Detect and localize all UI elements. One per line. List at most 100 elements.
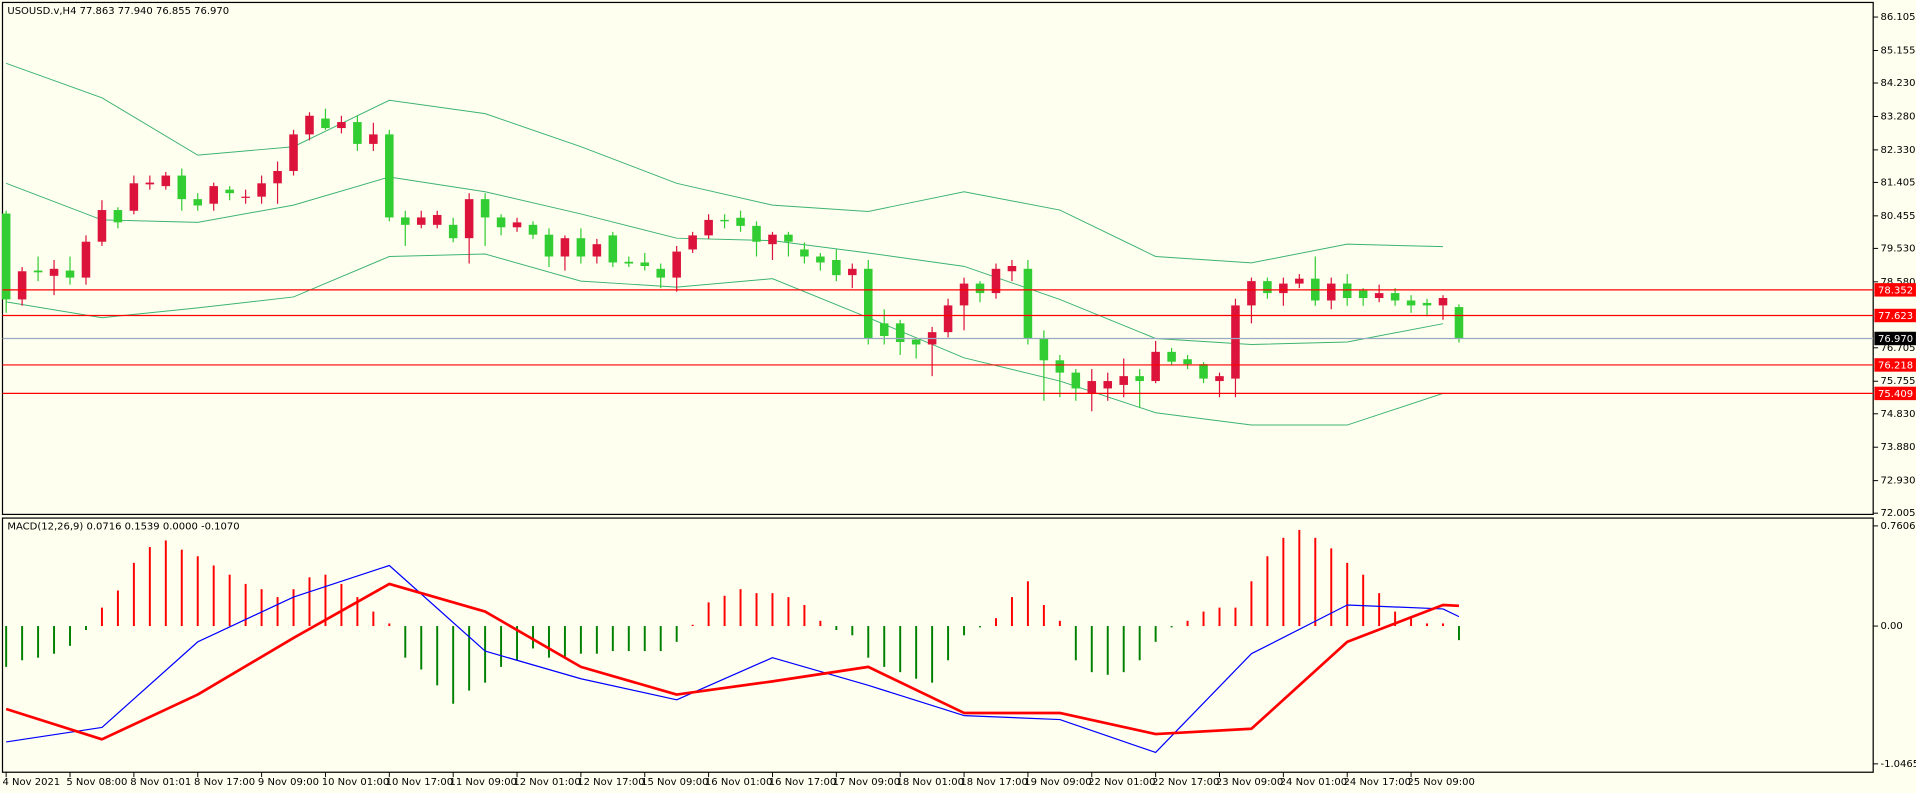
macd-histogram-bar bbox=[1090, 626, 1093, 673]
macd-histogram-bar bbox=[1266, 556, 1269, 627]
macd-histogram-bar bbox=[723, 595, 726, 627]
candle-body bbox=[1295, 278, 1304, 284]
y-tick-label: 72.930 bbox=[1881, 476, 1916, 487]
candle-body bbox=[656, 268, 665, 278]
candle-body bbox=[129, 183, 139, 211]
macd-histogram-bar bbox=[899, 626, 902, 673]
macd-histogram-bar bbox=[5, 626, 8, 667]
candle-body bbox=[337, 122, 346, 129]
candle-body bbox=[608, 235, 618, 263]
y-tick-label: 81.405 bbox=[1881, 177, 1916, 188]
macd-histogram-bar bbox=[867, 626, 870, 658]
macd-histogram-bar bbox=[755, 593, 758, 627]
macd-histogram-bar bbox=[1378, 593, 1381, 627]
candle-body bbox=[512, 222, 522, 228]
macd-histogram-bar bbox=[643, 626, 646, 652]
x-tick-label: 24 Nov 17:00 bbox=[1344, 777, 1411, 788]
candle-body bbox=[1279, 283, 1288, 294]
x-tick-label: 25 Nov 09:00 bbox=[1407, 777, 1474, 788]
y-tick-label: 82.330 bbox=[1881, 145, 1916, 156]
candle-body bbox=[1039, 338, 1049, 361]
x-tick-label: 11 Nov 09:00 bbox=[450, 777, 517, 788]
x-tick-label: 4 Nov 2021 bbox=[2, 777, 60, 788]
macd-histogram-bar bbox=[563, 626, 566, 658]
x-tick-label: 16 Nov 01:00 bbox=[705, 777, 772, 788]
macd-histogram-bar bbox=[1170, 626, 1173, 628]
macd-histogram-bar bbox=[1282, 537, 1285, 627]
candle-body bbox=[736, 217, 745, 226]
macd-histogram-bar bbox=[947, 626, 950, 661]
candle-body bbox=[305, 115, 314, 135]
x-tick-label: 17 Nov 09:00 bbox=[833, 777, 900, 788]
candle-body bbox=[1390, 293, 1400, 301]
candle-body bbox=[1135, 376, 1144, 382]
macd-histogram-bar bbox=[1026, 581, 1029, 627]
macd-histogram-bar bbox=[1314, 537, 1317, 627]
candle-body bbox=[321, 118, 330, 129]
macd-histogram-bar bbox=[1426, 623, 1429, 627]
macd-histogram-bar bbox=[963, 626, 966, 636]
macd-histogram-bar bbox=[1457, 626, 1460, 641]
macd-histogram-bar bbox=[1154, 626, 1157, 642]
candle-body bbox=[225, 189, 234, 194]
y-tick-label: 0.00 bbox=[1881, 621, 1903, 632]
macd-histogram-bar bbox=[356, 597, 359, 627]
macd-histogram-bar bbox=[1074, 626, 1077, 661]
x-tick-label: 8 Nov 17:00 bbox=[194, 777, 255, 788]
macd-histogram-bar bbox=[436, 626, 439, 686]
macd-histogram-bar bbox=[516, 626, 519, 661]
macd-histogram-bar bbox=[148, 547, 151, 627]
macd-histogram-bar bbox=[85, 626, 87, 631]
pane-frame bbox=[1, 517, 1874, 773]
candle-body bbox=[17, 271, 27, 300]
x-tick-label: 23 Nov 09:00 bbox=[1216, 777, 1283, 788]
candle-body bbox=[816, 256, 825, 263]
candle-body bbox=[752, 225, 761, 242]
macd-histogram-bar bbox=[819, 620, 822, 627]
y-tick-label: 74.830 bbox=[1881, 409, 1916, 420]
x-tick-label: 18 Nov 01:00 bbox=[897, 777, 964, 788]
candle-body bbox=[1199, 364, 1208, 379]
macd-histogram-bar bbox=[1186, 620, 1189, 627]
candle-body bbox=[1406, 300, 1416, 306]
y-tick-label: 80.455 bbox=[1881, 211, 1916, 222]
candle-body bbox=[448, 224, 458, 239]
candle-body bbox=[1358, 290, 1368, 299]
y-tick-label: 75.755 bbox=[1881, 376, 1916, 387]
candle-body bbox=[1422, 302, 1432, 306]
macd-histogram-bar bbox=[931, 626, 934, 683]
candle-body bbox=[943, 305, 953, 333]
candle-body bbox=[1231, 305, 1240, 379]
candle-body bbox=[1183, 359, 1192, 365]
macd-histogram-bar bbox=[611, 626, 614, 652]
candle-body bbox=[1055, 360, 1065, 373]
macd-histogram-bar bbox=[324, 574, 327, 627]
candle-body bbox=[879, 323, 889, 337]
macd-histogram-bar bbox=[116, 590, 119, 627]
signal-line bbox=[5, 582, 1460, 741]
macd-histogram-bar bbox=[1058, 620, 1061, 627]
macd-histogram-bar bbox=[707, 602, 710, 627]
macd-histogram-bar bbox=[452, 626, 455, 704]
macd-histogram-bar bbox=[739, 589, 742, 627]
x-tick-label: 12 Nov 17:00 bbox=[577, 777, 644, 788]
macd-histogram-bar bbox=[388, 623, 391, 627]
candle-body bbox=[784, 234, 793, 242]
macd-histogram-bar bbox=[1234, 607, 1237, 627]
macd-histogram-bar bbox=[1010, 597, 1013, 627]
macd-histogram-bar bbox=[1410, 618, 1413, 627]
candle-body bbox=[1071, 372, 1081, 389]
candle-body bbox=[1263, 281, 1272, 294]
candle-body bbox=[720, 219, 729, 222]
y-tick-label: 84.230 bbox=[1881, 78, 1916, 89]
macd-histogram-bar bbox=[627, 626, 630, 652]
candle-body bbox=[1438, 298, 1448, 306]
y-tick-label: 78.580 bbox=[1881, 277, 1916, 288]
macd-histogram-bar bbox=[979, 626, 981, 628]
x-tick-label: 12 Nov 01:00 bbox=[513, 777, 580, 788]
candle-body bbox=[1103, 381, 1113, 389]
macd-histogram-bar bbox=[260, 589, 263, 627]
candle-body bbox=[401, 217, 410, 225]
x-tick-label: 24 Nov 01:00 bbox=[1280, 777, 1347, 788]
